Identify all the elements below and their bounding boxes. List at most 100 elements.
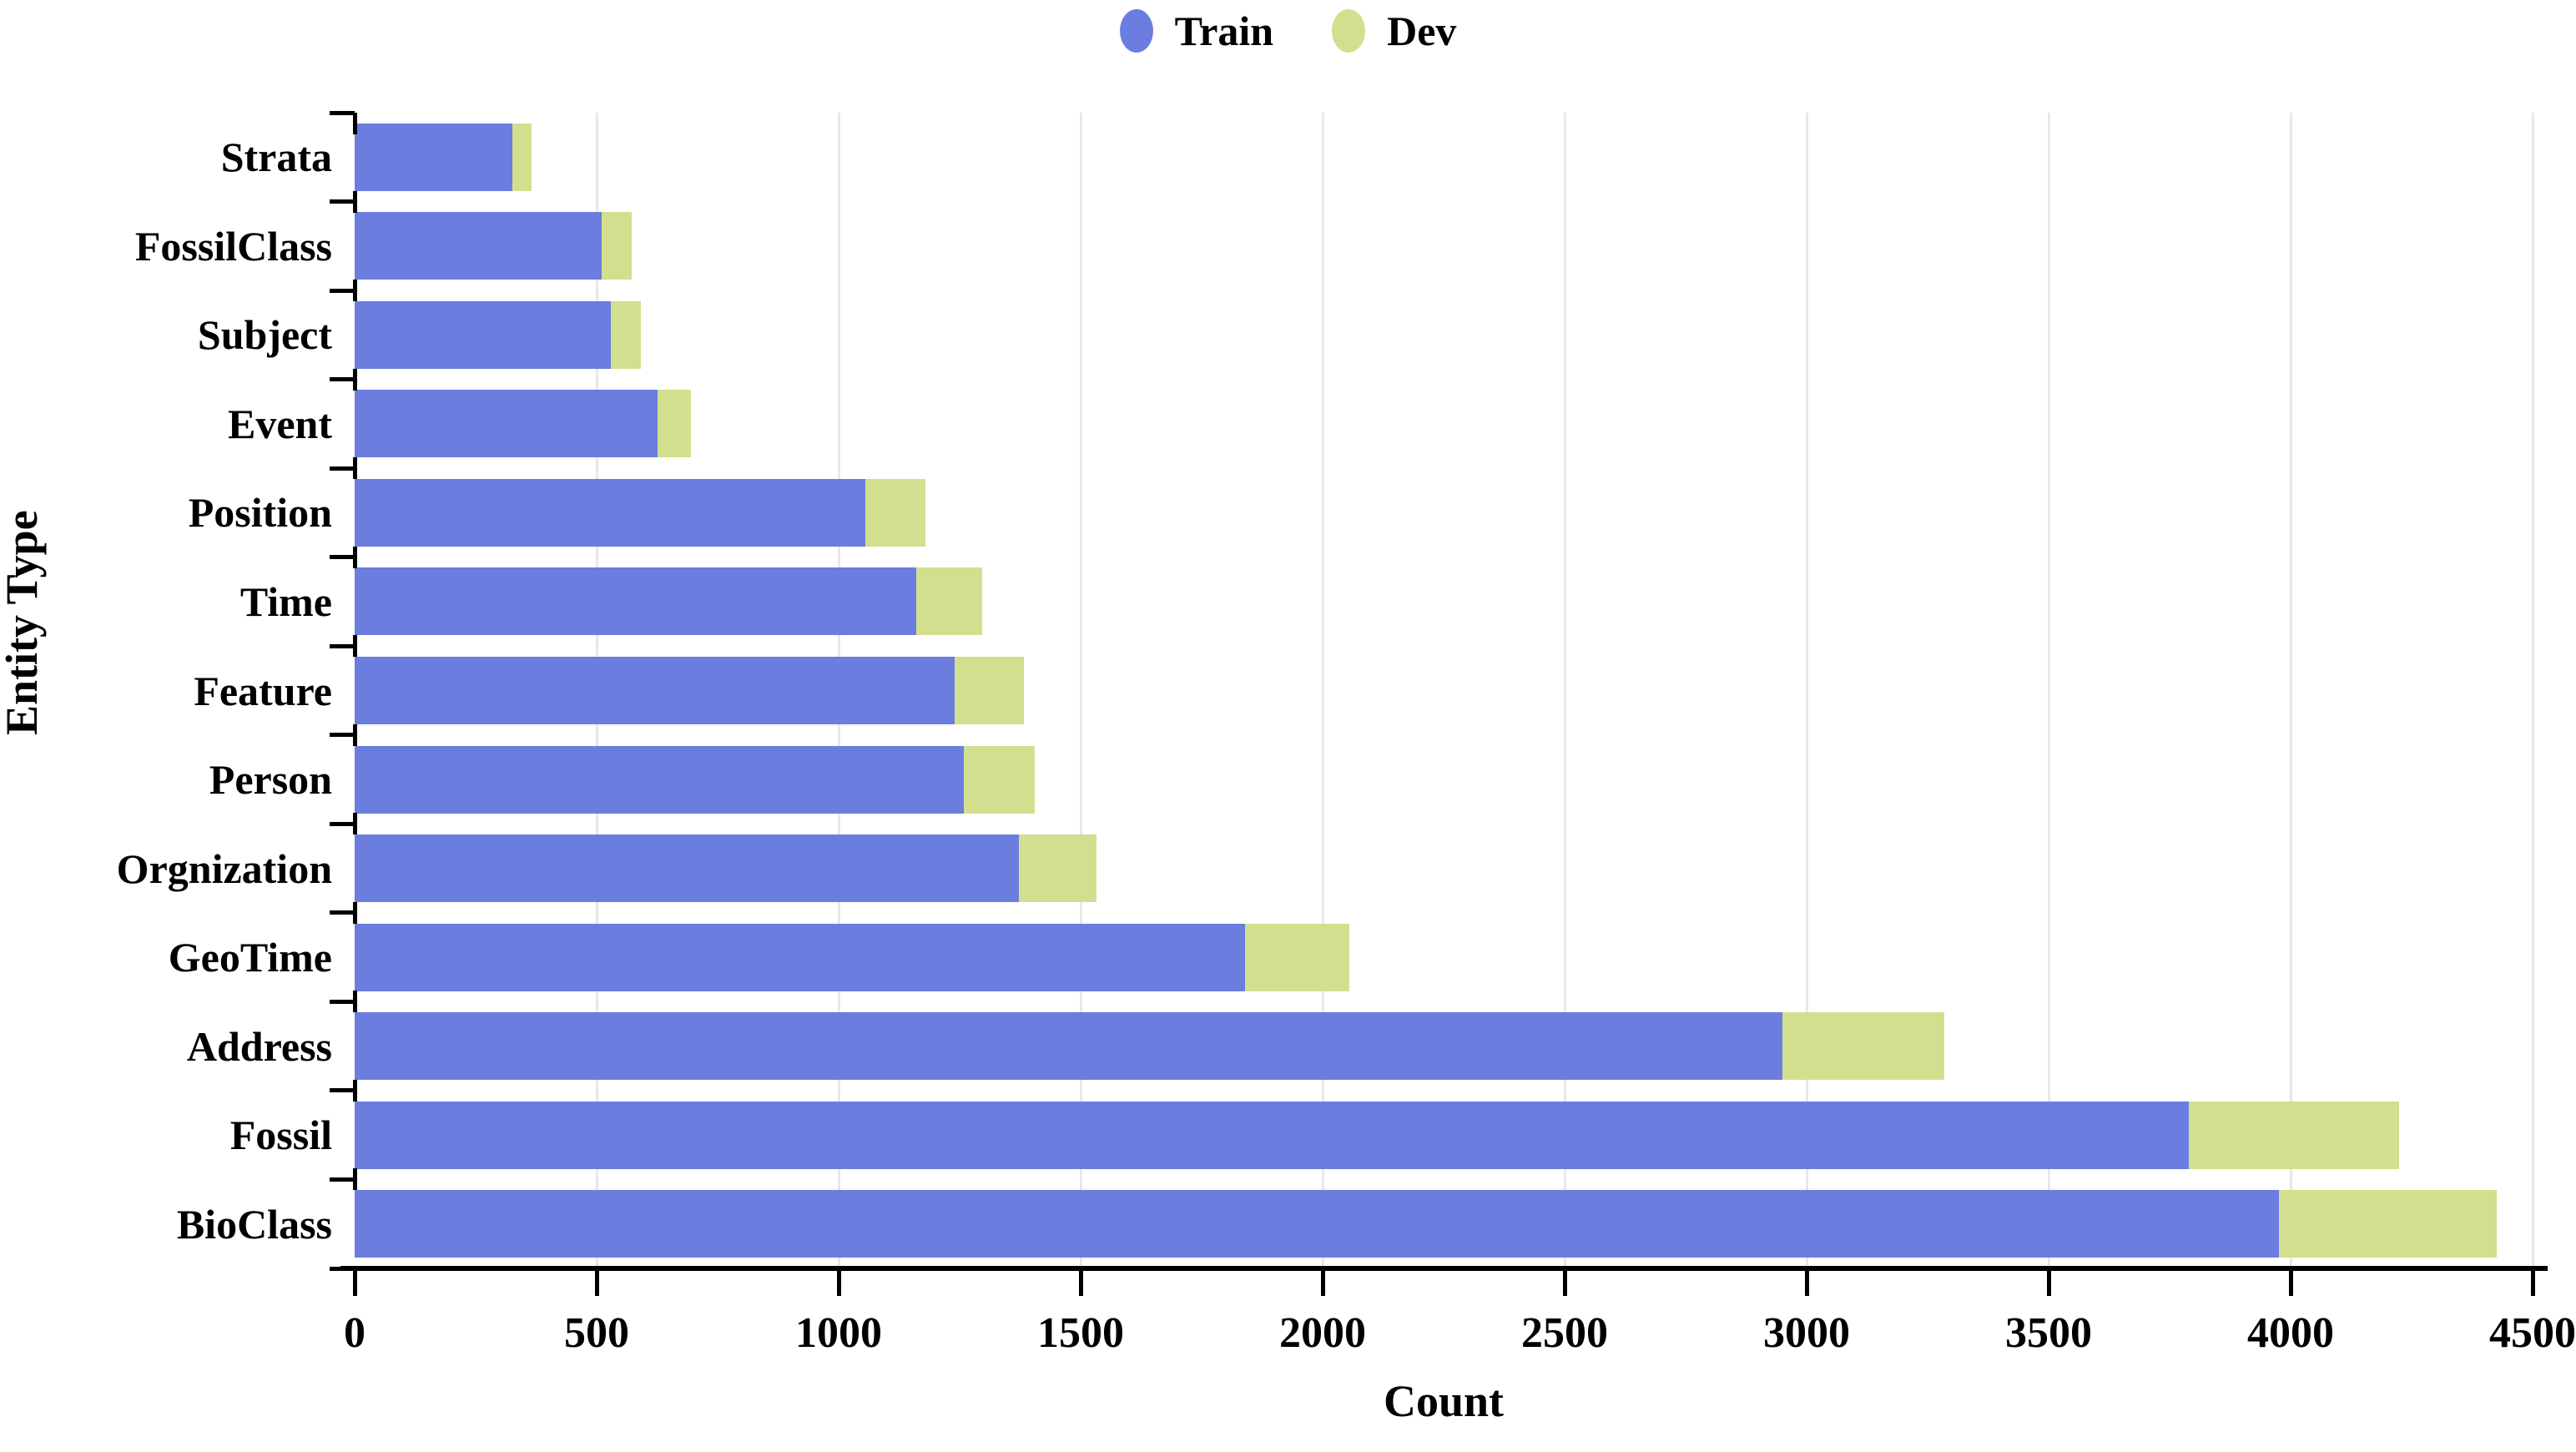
- gridline-2000: [1321, 113, 1324, 1268]
- dev-legend-marker-icon: [1332, 9, 1366, 53]
- bar-segment-train-person: [355, 745, 964, 814]
- x-tick-label-4000: 4000: [2247, 1309, 2334, 1357]
- bar-segment-dev-time: [915, 567, 983, 636]
- y-tick-label-feature: Feature: [194, 667, 332, 714]
- y-axis-tick: [330, 288, 355, 293]
- bar-segment-train-event: [355, 390, 658, 458]
- y-tick-label-geotime: GeoTime: [168, 934, 332, 981]
- x-axis-tick-0: [352, 1271, 357, 1296]
- gridline-2500: [1563, 113, 1566, 1268]
- y-tick-label-orgnization: Orgnization: [116, 844, 332, 892]
- x-tick-label-1500: 1500: [1037, 1309, 1124, 1357]
- x-axis-tick-500: [594, 1271, 599, 1296]
- gridline-4500: [2531, 113, 2534, 1268]
- y-axis-tick: [330, 910, 355, 915]
- y-axis-tick: [330, 466, 355, 471]
- bar-segment-dev-person: [963, 745, 1035, 814]
- bar-segment-dev-strata: [512, 123, 532, 191]
- y-tick-label-fossilclass: FossilClass: [134, 222, 332, 270]
- y-axis-tick: [330, 377, 355, 382]
- y-tick-label-person: Person: [209, 756, 332, 804]
- legend-label-dev: Dev: [1387, 8, 1457, 54]
- y-axis-spine-stub: [353, 723, 357, 746]
- x-tick-label-3500: 3500: [2005, 1309, 2092, 1357]
- y-tick-label-subject: Subject: [197, 311, 332, 359]
- y-tick-label-bioclass: BioClass: [176, 1200, 332, 1248]
- y-axis-tick: [330, 110, 355, 115]
- bar-row-bioclass: [355, 1190, 2533, 1258]
- bar-segment-dev-fossilclass: [601, 212, 632, 280]
- y-axis-tick: [330, 821, 355, 826]
- bar-row-person: [355, 745, 2533, 814]
- bar-segment-train-subject: [355, 300, 612, 369]
- y-axis-spine-stub: [353, 546, 357, 568]
- bar-segment-train-fossilclass: [355, 212, 602, 280]
- x-axis-tick-3000: [1804, 1271, 1809, 1296]
- bar-row-strata: [355, 123, 2533, 191]
- train-legend-marker-icon: [1119, 9, 1153, 53]
- x-tick-label-3000: 3000: [1763, 1309, 1850, 1357]
- bar-segment-train-position: [355, 478, 865, 547]
- bar-row-position: [355, 478, 2533, 547]
- y-axis-spine-stub: [353, 113, 357, 134]
- x-axis-tick-2000: [1320, 1271, 1325, 1296]
- bar-segment-train-strata: [355, 123, 512, 191]
- y-axis-spine-stub: [353, 813, 357, 835]
- x-tick-label-2000: 2000: [1279, 1309, 1366, 1357]
- bar-segment-dev-address: [1782, 1012, 1945, 1081]
- bar-segment-train-feature: [355, 657, 955, 724]
- x-tick-label-4500: 4500: [2489, 1309, 2576, 1357]
- bar-segment-dev-position: [865, 478, 926, 547]
- y-tick-label-address: Address: [186, 1022, 332, 1070]
- bar-segment-dev-orgnization: [1019, 834, 1097, 903]
- bar-row-feature: [355, 657, 2533, 724]
- x-axis-tick-1500: [1078, 1271, 1083, 1296]
- legend-label-train: Train: [1174, 8, 1274, 54]
- bar-row-address: [355, 1012, 2533, 1081]
- y-axis-spine-stub: [353, 991, 357, 1013]
- bar-segment-dev-event: [657, 390, 692, 458]
- gridline-4000: [2289, 113, 2292, 1268]
- y-axis-spine-stub: [353, 368, 357, 391]
- bar-row-event: [355, 390, 2533, 458]
- gridline-1500: [1079, 113, 1082, 1268]
- bar-segment-train-fossil: [355, 1101, 2190, 1169]
- bar-row-orgnization: [355, 834, 2533, 903]
- y-tick-label-fossil: Fossil: [229, 1112, 332, 1159]
- y-tick-label-event: Event: [228, 400, 332, 447]
- x-axis-tick-1000: [836, 1271, 841, 1296]
- y-axis-spine-stub: [353, 1079, 357, 1102]
- y-axis-tick: [330, 199, 355, 204]
- y-axis-spine-stub: [353, 1168, 357, 1191]
- y-axis-spine-stub: [353, 457, 357, 480]
- x-axis-tick-4500: [2530, 1271, 2535, 1296]
- bar-segment-train-bioclass: [355, 1190, 2279, 1258]
- legend: Train Dev: [0, 7, 2576, 55]
- bar-row-fossilclass: [355, 212, 2533, 280]
- y-axis-spine-stub: [353, 901, 357, 924]
- y-axis-tick: [330, 555, 355, 560]
- y-axis-tick: [330, 643, 355, 648]
- bar-segment-dev-subject: [611, 300, 642, 369]
- y-tick-label-position: Position: [188, 489, 332, 537]
- bar-row-fossil: [355, 1101, 2533, 1169]
- bar-segment-train-orgnization: [355, 834, 1020, 903]
- x-tick-label-0: 0: [344, 1309, 365, 1357]
- y-tick-label-strata: Strata: [220, 134, 332, 181]
- x-axis-line: [340, 1266, 2548, 1271]
- y-axis-spine-stub: [353, 190, 357, 213]
- gridline-3500: [2047, 113, 2050, 1268]
- y-axis-tick: [330, 1177, 355, 1182]
- y-tick-label-time: Time: [239, 577, 332, 625]
- bar-segment-train-address: [355, 1012, 1782, 1081]
- x-tick-label-1000: 1000: [795, 1309, 882, 1357]
- bar-row-time: [355, 567, 2533, 636]
- bar-row-geotime: [355, 923, 2533, 991]
- bar-segment-dev-bioclass: [2278, 1190, 2497, 1258]
- x-axis-tick-3500: [2046, 1271, 2051, 1296]
- legend-item-dev: Dev: [1332, 7, 1456, 55]
- bar-row-subject: [355, 300, 2533, 369]
- x-axis-tick-4000: [2288, 1271, 2293, 1296]
- y-axis-spine-stub: [353, 280, 357, 302]
